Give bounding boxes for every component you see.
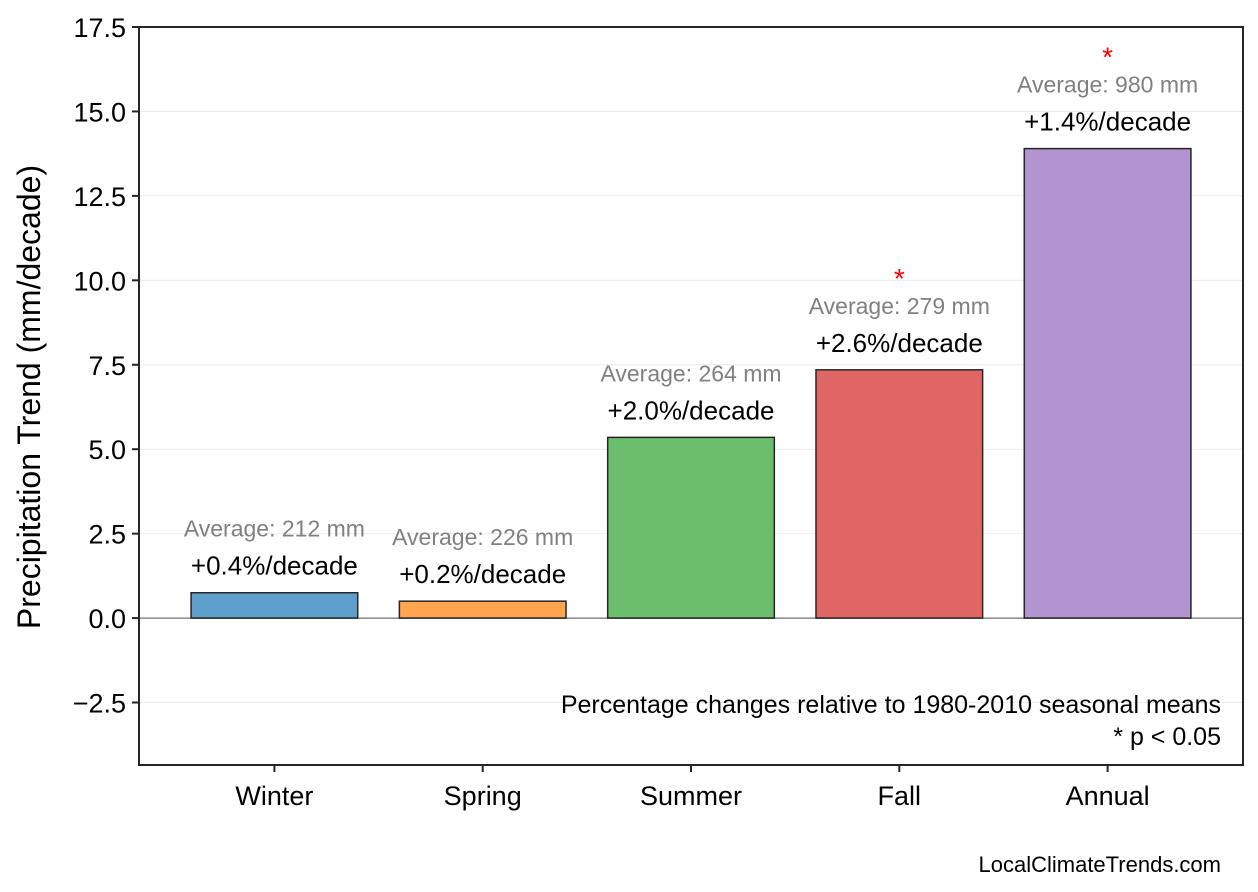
average-label: Average: 212 mm: [184, 516, 365, 542]
average-label: Average: 980 mm: [1017, 72, 1198, 98]
y-tick-label: 10.0: [73, 266, 126, 296]
x-tick-label: Winter: [235, 781, 313, 811]
bar-annotations: +0.4%/decade Average: 212 mm +0.2%/decade A…: [184, 42, 1198, 590]
source-watermark: LocalClimateTrends.com: [979, 852, 1222, 877]
bar-summer: [606, 436, 776, 619]
y-tick-label: 15.0: [73, 97, 126, 127]
bar-spring: [398, 600, 567, 619]
x-tick-label: Spring: [444, 781, 522, 811]
percent-change-label: +2.6%/decade: [816, 328, 983, 358]
y-tick-label: 12.5: [73, 182, 126, 212]
significance-star: *: [1102, 42, 1113, 73]
y-tick-label: 7.5: [88, 351, 126, 381]
x-tick-label: Annual: [1066, 781, 1150, 811]
y-axis-ticks: −2.5 0.0 2.5 5.0 7.5 10.0 12.5 15.0 17.5: [73, 13, 139, 719]
average-label: Average: 264 mm: [600, 360, 781, 386]
y-tick-label: 0.0: [88, 604, 126, 634]
y-tick-label: 5.0: [88, 435, 126, 465]
note-significance: * p < 0.05: [1113, 723, 1221, 751]
percent-change-label: +1.4%/decade: [1024, 107, 1191, 137]
x-tick-label: Fall: [878, 781, 922, 811]
x-axis-ticks: Winter Spring Summer Fall Annual: [235, 765, 1150, 811]
x-tick-label: Summer: [640, 781, 742, 811]
note-percentage-changes: Percentage changes relative to 1980-2010…: [561, 691, 1221, 719]
average-label: Average: 279 mm: [809, 293, 990, 319]
significance-star: *: [894, 263, 905, 294]
bar-winter: [190, 591, 359, 619]
bar-fall: [815, 369, 984, 619]
y-tick-label: 17.5: [73, 13, 126, 43]
average-label: Average: 226 mm: [392, 524, 573, 550]
y-tick-label: 2.5: [88, 520, 126, 550]
percent-change-label: +0.4%/decade: [191, 551, 358, 581]
bars: [190, 147, 1192, 619]
percent-change-label: +2.0%/decade: [608, 395, 775, 425]
bar-annual: [1023, 147, 1192, 619]
percent-change-label: +0.2%/decade: [399, 559, 566, 589]
y-axis-title: Precipitation Trend (mm/decade): [11, 165, 47, 629]
y-tick-label: −2.5: [73, 689, 126, 719]
